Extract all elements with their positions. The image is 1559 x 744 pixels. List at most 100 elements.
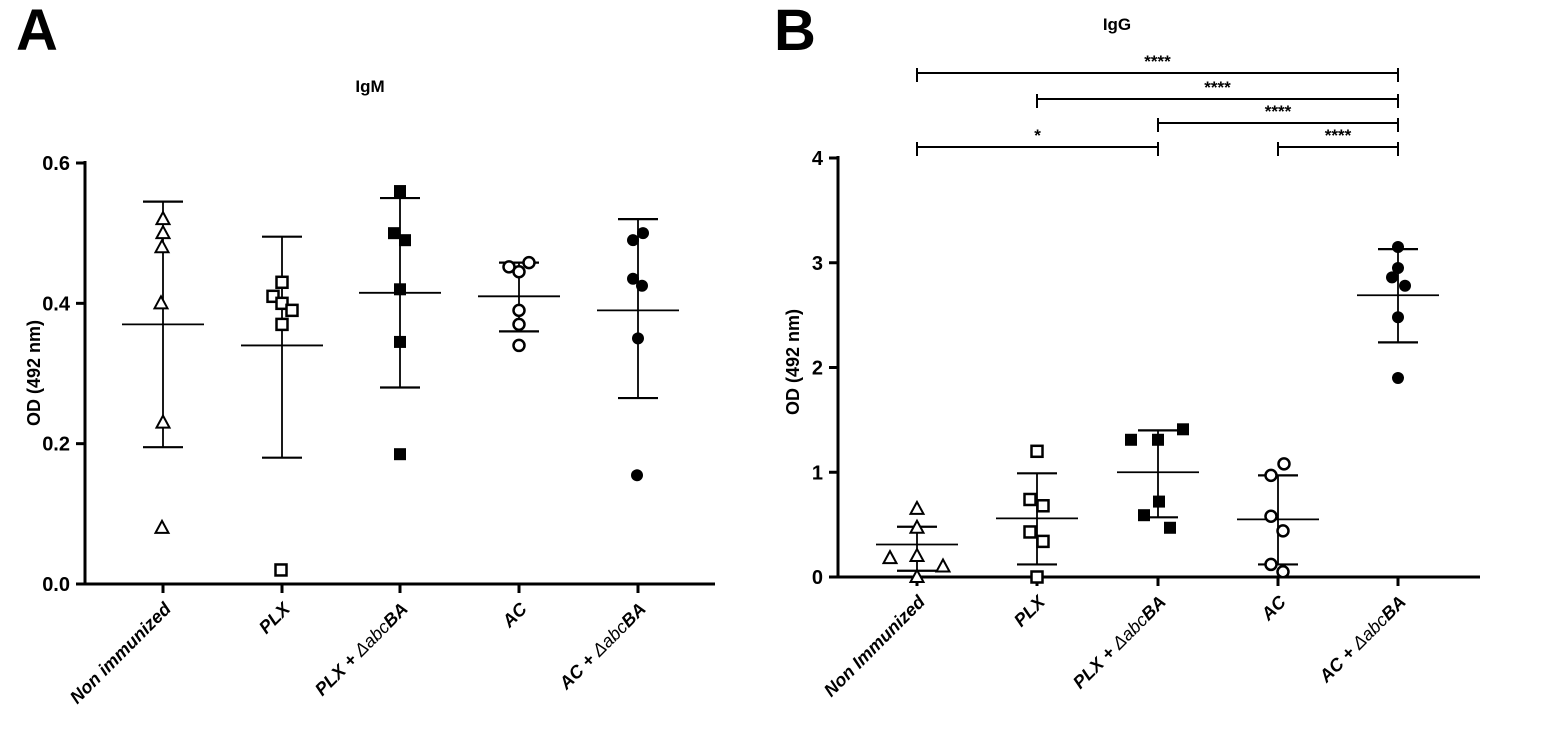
data-point-circle-open: [512, 338, 526, 353]
data-point-square-open: [266, 289, 280, 304]
data-point-circle-filled: [1399, 279, 1411, 292]
data-point-square-open: [285, 303, 299, 318]
data-point-circle-filled: [627, 234, 639, 247]
data-point-circle-open: [1277, 457, 1291, 471]
x-axis-group-label: Non immunized: [66, 598, 176, 708]
data-point-triangle-open: [154, 210, 172, 226]
scatter-group-3: PLX + ΔabcBA: [311, 185, 441, 700]
data-point-triangle-open: [881, 549, 899, 565]
data-point-square-open: [275, 275, 289, 290]
data-point-triangle-open: [153, 518, 171, 534]
significance-bracket: ****: [1036, 78, 1399, 108]
panel-b-letter: B: [774, 0, 816, 63]
data-point-square-open: [274, 563, 288, 577]
data-point-circle-filled: [627, 272, 639, 285]
panel-a: 0.0 0.2 0.4 0.6 IgM OD (492 nm) Non immunized P…: [24, 77, 715, 708]
scatter-group-3: PLX + ΔabcBA: [1069, 423, 1199, 693]
significance-bracket: *: [916, 126, 1159, 156]
data-point-circle-open: [1264, 468, 1278, 483]
data-point-triangle-open: [908, 518, 926, 534]
y-axis-title: OD (492 nm): [24, 320, 44, 426]
data-point-square-open: [1036, 534, 1050, 549]
significance-bracket: ****: [1277, 126, 1399, 156]
data-point-square-open: [1036, 499, 1050, 513]
y-tick-label: 0.6: [42, 153, 70, 175]
y-tick-label: 2: [812, 358, 823, 380]
data-point-triangle-open: [153, 238, 171, 254]
panel-a-letter: A: [16, 0, 58, 63]
y-axis-title: OD (492 nm): [783, 309, 803, 415]
significance-bracket: ****: [1157, 102, 1399, 132]
data-point-circle-filled: [1392, 241, 1404, 254]
x-axis-group-label: PLX + ΔabcBA: [311, 599, 412, 700]
scatter-group-2: PLX: [996, 444, 1078, 631]
data-point-square-filled: [1152, 433, 1164, 446]
data-point-circle-open: [512, 303, 526, 318]
x-axis-group-label: AC: [1257, 591, 1291, 625]
data-point-triangle-open: [154, 224, 172, 240]
data-point-square-filled: [1164, 521, 1176, 534]
significance-stars: ****: [1144, 52, 1171, 71]
data-point-square-open: [1030, 570, 1044, 584]
panel-b: 0 1 2 3 4 IgG OD (492 nm) Non Immunized PLX PLX +…: [783, 15, 1480, 701]
data-point-triangle-open: [934, 557, 952, 573]
data-point-square-filled: [399, 234, 411, 247]
data-point-square-filled: [1138, 509, 1150, 522]
data-point-square-filled: [1177, 423, 1189, 436]
x-axis-group-label: PLX + ΔabcBA: [1069, 592, 1170, 693]
data-point-circle-filled: [1392, 371, 1404, 384]
significance-stars: *: [1034, 126, 1041, 145]
x-axis-group-label: AC + ΔabcBA: [1315, 592, 1410, 687]
data-point-circle-open: [1264, 509, 1278, 523]
data-point-circle-filled: [631, 469, 643, 482]
data-point-circle-open: [512, 317, 526, 332]
data-point-square-filled: [394, 448, 406, 461]
scatter-group-1: Non Immunized: [820, 499, 958, 701]
x-axis-group-label: PLX: [255, 598, 295, 638]
significance-stars: ****: [1204, 78, 1231, 97]
data-point-square-filled: [388, 227, 400, 240]
data-point-triangle-open: [908, 567, 926, 583]
scatter-group-5: AC + ΔabcBA: [555, 218, 679, 694]
data-point-triangle-open: [152, 294, 170, 310]
chart-title: IgM: [355, 77, 384, 96]
y-tick-label: 0.4: [42, 293, 71, 315]
data-point-square-open: [1030, 444, 1044, 459]
data-point-square-filled: [1125, 433, 1137, 446]
data-point-circle-filled: [637, 227, 649, 240]
data-point-triangle-open: [154, 413, 172, 429]
data-point-square-open: [1023, 492, 1037, 507]
data-point-circle-open: [1264, 557, 1278, 572]
y-tick-label: 4: [812, 148, 824, 170]
y-tick-label: 0.0: [42, 574, 70, 596]
data-point-square-open: [1023, 525, 1037, 539]
data-point-circle-filled: [632, 332, 644, 345]
data-point-triangle-open: [908, 546, 926, 563]
scatter-group-2: PLX: [241, 235, 323, 638]
scatter-group-1: Non immunized: [66, 200, 204, 708]
x-axis-group-label: Non Immunized: [820, 591, 930, 701]
y-tick-label: 0.2: [42, 434, 70, 456]
scatter-group-5: AC + ΔabcBA: [1315, 241, 1439, 687]
data-point-square-filled: [394, 335, 406, 348]
significance-bracket: ****: [916, 52, 1399, 82]
x-axis-group-label: AC + ΔabcBA: [555, 599, 650, 694]
chart-title: IgG: [1103, 15, 1131, 34]
data-point-square-open: [275, 317, 289, 332]
data-point-square-open: [275, 296, 289, 311]
significance-stars: ****: [1265, 102, 1292, 121]
data-point-circle-open: [512, 265, 526, 279]
x-axis-group-label: AC: [498, 598, 532, 632]
data-point-circle-open: [1276, 565, 1290, 579]
scatter-group-4: AC: [478, 255, 560, 632]
data-point-circle-open: [522, 255, 536, 270]
y-tick-label: 0: [812, 567, 823, 589]
data-point-square-filled: [1153, 495, 1165, 508]
scatter-group-4: AC: [1237, 457, 1319, 625]
x-axis-group-label: PLX: [1010, 591, 1050, 631]
data-point-square-filled: [394, 283, 406, 296]
data-point-circle-filled: [636, 279, 648, 292]
data-point-circle-filled: [1392, 261, 1404, 274]
data-point-circle-filled: [1386, 271, 1398, 284]
